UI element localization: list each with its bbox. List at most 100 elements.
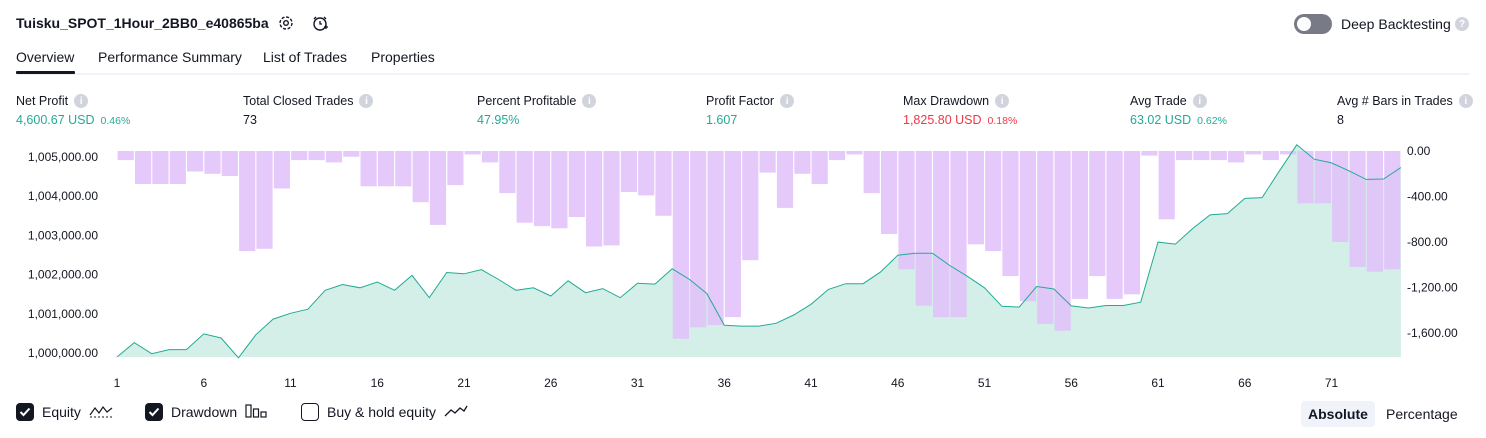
metric-profit-factor-label: Profit Factor i — [706, 94, 794, 108]
tab-overview[interactable]: Overview — [16, 49, 74, 65]
tab-list-of-trades[interactable]: List of Trades — [263, 49, 347, 65]
drawdown-bar — [1159, 151, 1175, 219]
absolute-button[interactable]: Absolute — [1301, 401, 1375, 427]
equity-drawdown-chart[interactable]: 1,005,000.00 1,004,000.00 1,003,000.00 1,00… — [0, 140, 1486, 390]
drawdown-bar — [239, 151, 255, 251]
drawdown-bar — [1211, 151, 1227, 160]
equity-checkbox[interactable] — [16, 403, 34, 421]
tab-performance-summary[interactable]: Performance Summary — [98, 49, 242, 65]
drawdown-bar — [742, 151, 758, 260]
drawdown-checkbox[interactable] — [145, 403, 163, 421]
legend-equity[interactable]: Equity — [16, 403, 113, 421]
x-axis-label: 31 — [631, 376, 645, 390]
info-icon[interactable]: i — [1193, 94, 1207, 108]
drawdown-axis-label: -800.00 — [1407, 235, 1448, 249]
drawdown-bar — [152, 151, 168, 184]
drawdown-bar — [482, 151, 498, 162]
drawdown-bar — [551, 151, 567, 228]
drawdown-bar — [777, 151, 793, 208]
percentage-button[interactable]: Percentage — [1379, 401, 1465, 427]
legend-drawdown[interactable]: Drawdown — [145, 403, 267, 421]
info-icon[interactable]: i — [1459, 94, 1473, 108]
drawdown-bar — [343, 151, 359, 157]
deep-backtesting-label: Deep Backtesting — [1341, 16, 1451, 32]
settings-icon[interactable] — [277, 14, 295, 32]
x-axis-label: 16 — [371, 376, 385, 390]
help-icon[interactable]: ? — [1455, 17, 1469, 31]
metric-net-profit-label: Net Profit i — [16, 94, 88, 108]
metric-max-drawdown-value: 1,825.80 USD 0.18% — [903, 113, 1017, 127]
drawdown-bar — [1367, 151, 1383, 272]
drawdown-bar — [256, 151, 272, 249]
drawdown-axis-label: -1,200.00 — [1407, 281, 1458, 295]
x-axis-label: 26 — [544, 376, 558, 390]
metric-avg-trade-value: 63.02 USD 0.62% — [1130, 113, 1227, 127]
tab-properties[interactable]: Properties — [371, 49, 435, 65]
y-axis-label: 1,005,000.00 — [28, 150, 98, 164]
drawdown-bar — [430, 151, 446, 225]
drawdown-bar — [1141, 151, 1157, 156]
x-axis-label: 6 — [200, 376, 207, 390]
drawdown-bar — [118, 151, 134, 160]
drawdown-bar — [1089, 151, 1105, 276]
drawdown-bar — [1055, 151, 1071, 331]
drawdown-bar — [881, 151, 897, 234]
x-axis-label: 61 — [1151, 376, 1165, 390]
metric-avg-bars-label: Avg # Bars in Trades i — [1337, 94, 1473, 108]
x-axis-label: 56 — [1065, 376, 1079, 390]
drawdown-bar — [1072, 151, 1088, 299]
drawdown-axis-label: -1,600.00 — [1407, 326, 1458, 340]
drawdown-bar — [1297, 151, 1313, 203]
legend-drawdown-label: Drawdown — [171, 404, 237, 420]
info-icon[interactable]: i — [74, 94, 88, 108]
buy-hold-checkbox[interactable] — [301, 403, 319, 421]
y-axis-label: 1,002,000.00 — [28, 268, 98, 282]
drawdown-bar — [413, 151, 429, 202]
x-axis-label: 36 — [718, 376, 732, 390]
y-axis-label: 1,000,000.00 — [28, 346, 98, 360]
y-axis-label: 1,003,000.00 — [28, 228, 98, 242]
drawdown-bar — [569, 151, 585, 217]
drawdown-bar — [395, 151, 411, 186]
drawdown-bar — [690, 151, 706, 327]
info-icon[interactable]: i — [780, 94, 794, 108]
drawdown-bar — [1124, 151, 1140, 294]
drawdown-bar — [916, 151, 932, 306]
x-axis-label: 21 — [457, 376, 471, 390]
drawdown-bar — [291, 151, 307, 160]
drawdown-bar — [812, 151, 828, 184]
drawdown-bar — [222, 151, 238, 176]
legend-buy-hold-equity[interactable]: Buy & hold equity — [301, 403, 468, 421]
drawdown-bar — [1193, 151, 1209, 160]
drawdown-bar — [673, 151, 689, 339]
drawdown-bar — [898, 151, 914, 269]
drawdown-bar — [933, 151, 949, 317]
drawdown-bar — [846, 151, 862, 154]
info-icon[interactable]: i — [995, 94, 1009, 108]
add-alert-icon[interactable] — [311, 14, 329, 32]
drawdown-bar — [1176, 151, 1192, 160]
drawdown-axis-label: 0.00 — [1407, 144, 1431, 158]
metric-percent-profitable-value: 47.95% — [477, 113, 519, 127]
info-icon[interactable]: i — [582, 94, 596, 108]
drawdown-bar — [586, 151, 602, 247]
drawdown-bar — [655, 151, 671, 216]
metric-avg-bars-value: 8 — [1337, 113, 1344, 127]
metric-profit-factor-value: 1.607 — [706, 113, 737, 127]
drawdown-bar — [760, 151, 776, 173]
drawdown-bar — [1020, 151, 1036, 301]
x-axis-label: 11 — [284, 376, 297, 390]
drawdown-bar — [1263, 151, 1279, 160]
drawdown-bar — [1037, 151, 1053, 324]
drawdown-bar — [465, 151, 481, 154]
drawdown-bar — [1107, 151, 1123, 299]
legend-equity-label: Equity — [42, 404, 81, 420]
info-icon[interactable]: i — [359, 94, 373, 108]
metric-max-drawdown-label: Max Drawdown i — [903, 94, 1009, 108]
x-axis-label: 46 — [891, 376, 905, 390]
equity-icon — [89, 404, 113, 421]
drawdown-bar — [170, 151, 186, 184]
drawdown-bar — [378, 151, 394, 186]
deep-backtesting-toggle[interactable] — [1294, 14, 1332, 34]
drawdown-bar — [1228, 151, 1244, 162]
